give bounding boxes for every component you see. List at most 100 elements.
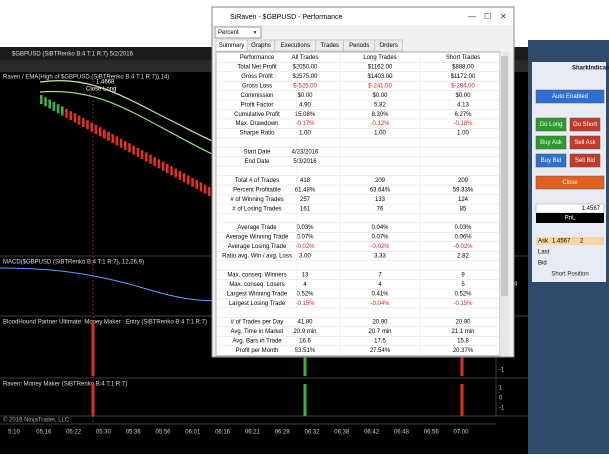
mode-value: Percent	[218, 30, 239, 36]
cell: 209	[458, 178, 469, 184]
row-label: Largest Winning Trade	[227, 291, 288, 297]
mode-dropdown[interactable]	[214, 26, 262, 39]
cell: 5.82	[374, 102, 386, 108]
cell: $888.00	[452, 65, 474, 71]
cell: 8.30%	[371, 112, 389, 118]
candle	[44, 97, 47, 107]
cell: 133	[375, 197, 386, 203]
row-label: Average Trade	[237, 225, 277, 231]
row-label: Largest Losing Trade	[229, 301, 286, 307]
candle	[111, 134, 114, 144]
time-label: 06:38	[334, 430, 350, 436]
time-label: 06:48	[394, 430, 410, 436]
axis-label: -1	[499, 368, 505, 374]
row-label: # of Trades per Day	[231, 320, 284, 326]
pnl-label: PnL	[565, 216, 576, 222]
close-button[interactable]: ✕	[500, 12, 507, 21]
row-label: Sharpe Ratio	[239, 131, 275, 137]
cell: 3.33	[374, 254, 386, 260]
maximize-button[interactable]: ☐	[484, 12, 491, 21]
ladder-cell: Ask	[538, 239, 549, 245]
button[interactable]	[535, 89, 605, 104]
button-label: Close	[562, 180, 578, 186]
ladder-cell: Bid	[538, 261, 547, 267]
cell: 20.9 min	[293, 329, 316, 335]
candle	[170, 166, 173, 176]
row-label: Avg. Bars in Trade	[232, 339, 282, 345]
cell: 20.7 min	[368, 329, 391, 335]
cell: 53.51%	[295, 348, 316, 354]
button[interactable]	[569, 117, 601, 132]
row-label: End Date	[244, 159, 270, 165]
button[interactable]	[535, 153, 567, 168]
time-label: 06:42	[364, 430, 380, 436]
candle	[90, 122, 93, 132]
candle	[149, 154, 152, 164]
cell: 85	[460, 206, 467, 212]
row-label: Max. conseq. Losers	[229, 282, 284, 288]
scroll-thumb[interactable]	[501, 56, 508, 296]
time-label: 07:00	[453, 430, 469, 436]
cell: -0.02%	[370, 244, 390, 250]
cell: 0.06%	[454, 235, 472, 241]
candle	[187, 175, 190, 185]
row-label: Profit Factor	[241, 102, 274, 108]
cell: -0.18%	[453, 121, 473, 127]
annotation: 1.4668	[96, 80, 115, 86]
candle	[77, 115, 81, 125]
candle	[182, 173, 186, 183]
cell: 6.27%	[454, 112, 472, 118]
cell: 76	[377, 206, 384, 212]
panel-label: BloodHound Partner Ultimate: Money Maker…	[3, 320, 207, 326]
candle	[161, 161, 165, 171]
button[interactable]	[535, 175, 605, 190]
cell: 2.82	[457, 254, 469, 260]
cell: 4/23/2016	[292, 150, 319, 156]
cell: 16.6	[299, 339, 311, 345]
button[interactable]	[535, 117, 567, 132]
candle	[132, 145, 135, 155]
time-label: 06:01	[185, 430, 201, 436]
cell: 59.33%	[453, 187, 474, 193]
time-label: 06:28	[275, 430, 291, 436]
tab-label: Periods	[349, 43, 369, 49]
cell: 4.90	[299, 102, 311, 108]
brand: SharkIndicators	[572, 66, 609, 72]
time-label: 05:36	[126, 430, 142, 436]
time-label: 05:22	[66, 430, 82, 436]
cell: 257	[300, 197, 311, 203]
cell: $1162.00	[368, 65, 393, 71]
candle	[128, 143, 131, 153]
cell: $-525.00	[293, 83, 317, 89]
candle	[166, 164, 169, 173]
tab-label: Trades	[321, 43, 339, 49]
button-label: Sell Ask	[574, 140, 596, 146]
signal-bar	[303, 384, 307, 416]
button[interactable]	[569, 153, 601, 168]
cell: 4	[378, 282, 382, 288]
row-label: Ratio avg. Win / avg. Loss	[222, 254, 292, 260]
annotation: Close Long	[86, 87, 116, 93]
row-label: Total # of Trades	[235, 178, 279, 184]
row-label: Gross Profit	[241, 74, 273, 80]
cell: -0.12%	[370, 121, 390, 127]
candle	[140, 150, 144, 160]
cell: 4	[303, 282, 307, 288]
cell: 161	[300, 206, 311, 212]
button[interactable]	[535, 135, 567, 150]
pnl-box	[536, 213, 604, 223]
candle	[48, 99, 51, 109]
button-label: Sell Bid	[575, 158, 595, 164]
signal-bar	[91, 322, 95, 376]
panel-label: Raven: Money Maker (SiBTRenko B:4 T:1 R:…	[3, 382, 127, 388]
cell: 5/3/2016	[293, 159, 317, 165]
cell: 7	[378, 272, 382, 278]
time-label: 05:56	[155, 430, 171, 436]
table-header: All Trades	[292, 55, 319, 61]
minimize-button[interactable]: —	[468, 12, 476, 21]
cell: 15.08%	[295, 112, 316, 118]
button[interactable]	[569, 135, 601, 150]
tab[interactable]	[374, 39, 403, 52]
chart-title: $GBPUSD (SiBTRenko B:4 T:1 R:7) 5/2/2016	[12, 52, 134, 58]
cell: 1.00	[299, 131, 311, 137]
